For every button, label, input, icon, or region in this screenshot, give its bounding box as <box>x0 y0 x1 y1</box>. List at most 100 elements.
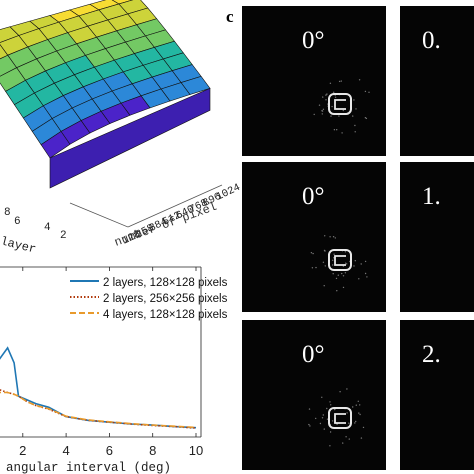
speckle <box>332 264 334 266</box>
speckle <box>337 274 339 276</box>
surface-base-line <box>69 202 129 228</box>
speckle <box>364 117 367 119</box>
speckle <box>325 99 327 101</box>
speckle <box>336 290 338 292</box>
speckle <box>326 407 328 410</box>
speckle <box>333 408 336 411</box>
tile-background <box>242 162 386 312</box>
speckle <box>342 442 344 444</box>
speckle <box>329 401 331 403</box>
tile-background <box>400 320 474 470</box>
speckle <box>331 105 333 108</box>
surface-patch <box>111 0 134 5</box>
speckle <box>332 259 334 261</box>
angle-label: 2. <box>422 341 441 368</box>
speckle <box>344 272 347 274</box>
speckle <box>353 99 355 101</box>
x-tick-label: 8 <box>149 443 156 458</box>
speckle <box>330 115 332 117</box>
speckle <box>323 428 325 430</box>
letter-outline <box>328 249 352 271</box>
image-grid: 0° 0. 0° 1. 0° 2. <box>242 6 474 470</box>
speckle <box>308 408 311 410</box>
speckle <box>323 285 325 287</box>
speckle <box>352 115 354 117</box>
surface-edge <box>49 87 211 189</box>
speckle <box>324 265 326 267</box>
surface-y-tick: 4 <box>44 222 51 234</box>
legend-label: 4 layers, 128×128 pixels <box>103 309 228 321</box>
speckle <box>358 79 361 81</box>
series-line <box>0 389 197 429</box>
reconstruction-tile: 0. <box>400 6 474 156</box>
letter-outline <box>328 407 352 429</box>
speckle <box>340 80 342 82</box>
speckle <box>318 104 321 106</box>
reconstruction-tile: 0° <box>242 320 386 470</box>
surface-y-label: layer <box>0 234 37 256</box>
speckle <box>321 396 323 398</box>
speckle <box>342 286 345 289</box>
speckle <box>348 438 350 440</box>
speckle <box>334 237 336 239</box>
speckle <box>357 400 359 402</box>
speckle <box>341 132 343 134</box>
tile-background <box>400 6 474 156</box>
surface-base-line <box>127 184 223 228</box>
speckle <box>338 115 340 117</box>
speckle <box>315 266 317 269</box>
speckle <box>364 90 367 93</box>
speckle <box>345 436 347 438</box>
letter-inner <box>334 99 346 110</box>
speckle <box>310 252 313 254</box>
speckle <box>354 422 356 424</box>
speckle <box>323 249 326 252</box>
angle-label: 1. <box>422 183 441 210</box>
reconstruction-tile: 1. <box>400 162 474 312</box>
speckle <box>333 253 335 255</box>
reconstruction-tile: 0° <box>242 162 386 312</box>
speckle <box>346 412 348 414</box>
series-line <box>0 391 197 429</box>
tile-background <box>242 6 386 156</box>
speckle <box>348 422 350 424</box>
speckle <box>326 418 329 420</box>
speckle <box>321 110 324 112</box>
legend-label: 2 layers, 128×128 pixels <box>103 277 228 289</box>
x-tick-label: 2 <box>19 443 26 458</box>
surface-y-tick: 8 <box>4 207 11 219</box>
speckle <box>359 404 361 406</box>
speckle <box>329 82 332 85</box>
speckle <box>315 417 317 420</box>
speckle <box>355 420 357 423</box>
speckle <box>354 260 356 262</box>
speckle <box>355 404 357 406</box>
speckle <box>329 445 331 447</box>
speckle <box>345 262 347 264</box>
speckle <box>358 278 360 280</box>
line-chart: 2 4 6 8 10 angular interval (deg) 2 layers, … <box>0 266 228 474</box>
letter-outline <box>328 93 352 115</box>
speckle <box>344 251 347 253</box>
tile-background <box>242 320 386 470</box>
speckle <box>333 91 335 94</box>
letter-inner <box>334 255 346 266</box>
speckle <box>322 108 325 111</box>
speckle <box>335 277 338 280</box>
speckle <box>354 124 356 127</box>
angle-label: 0° <box>302 27 325 54</box>
x-axis-label: angular interval (deg) <box>6 461 171 474</box>
speckle <box>321 417 324 419</box>
speckle <box>322 261 325 263</box>
speckle <box>325 94 327 96</box>
x-tick-label: 4 <box>62 443 69 458</box>
speckle <box>311 267 314 269</box>
speckle <box>338 80 341 83</box>
speckle <box>339 391 341 393</box>
speckle <box>332 236 335 238</box>
series-line <box>0 346 197 429</box>
x-tick-label: 6 <box>106 443 113 458</box>
speckle <box>364 272 367 275</box>
angle-label: 0. <box>422 27 441 54</box>
speckle <box>324 235 326 237</box>
